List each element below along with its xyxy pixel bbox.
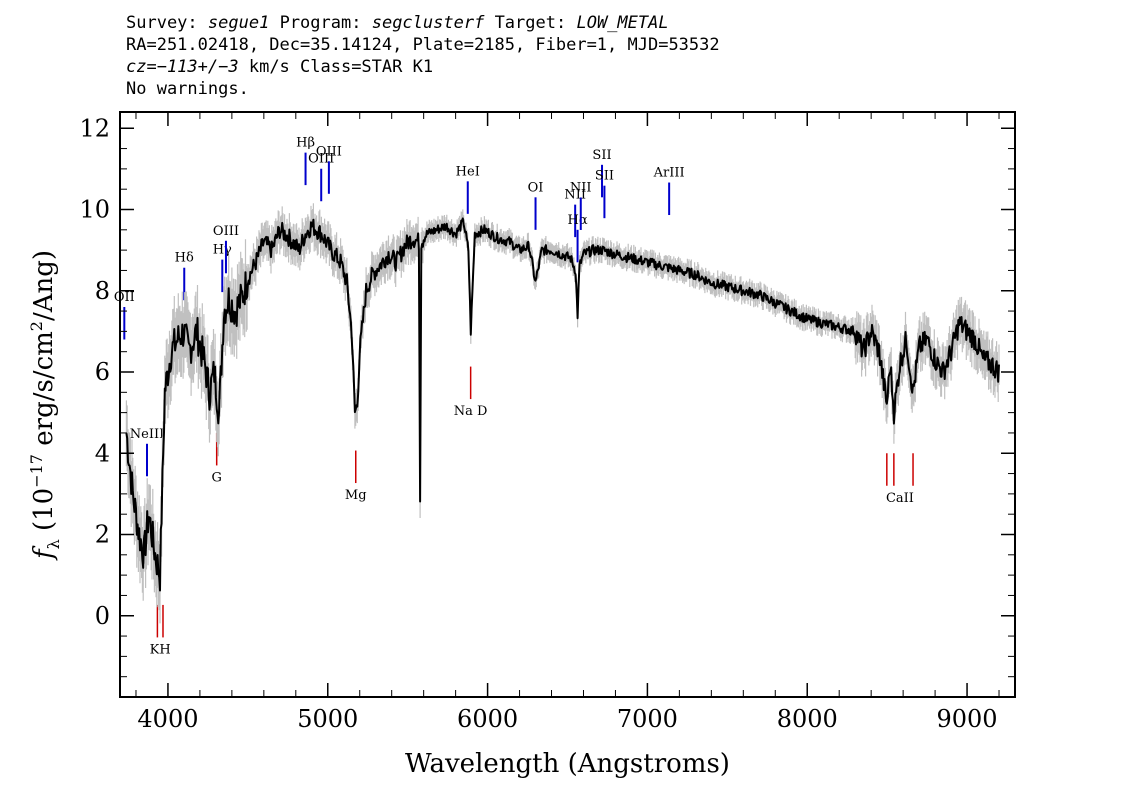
target-value: LOW_METAL [576,13,669,33]
emission-line-label: OI [528,180,544,195]
plot-frame [119,111,1016,698]
emission-line-label: OIII [308,152,334,167]
emission-line-label: ArIII [653,166,685,181]
emission-line-label: OII [114,290,135,305]
y-axis-title-area-exponent: 2 [27,321,46,331]
x-axis-title: Wavelength (Angstroms) [405,749,730,779]
y-axis-title-mid: (10 [29,488,59,540]
emission-line-label: Hδ [175,251,194,266]
y-tick-label: 10 [79,196,110,224]
y-axis-title: fλ (10−17 erg/s/cm2/Ang) [27,250,63,561]
absorption-line-label: Na D [454,404,488,419]
header-line-warnings: No warnings. [126,79,249,99]
x-tick-label: 6000 [457,705,518,733]
emission-line-label: NeIII [130,427,164,442]
absorption-line-label: CaII [886,491,914,506]
y-tick-label: 4 [95,439,110,467]
emission-line-label: Hγ [213,243,232,258]
x-tick-label: 8000 [777,705,838,733]
emission-line-label: HeI [456,164,480,179]
absorption-line-label: Mg [345,488,367,503]
y-tick-label: 2 [95,521,110,549]
emission-line-label: SII [592,148,611,163]
x-tick-label: 5000 [297,705,358,733]
y-tick-label: 0 [95,602,110,630]
redshift-class: km/s Class=STAR K1 [248,57,434,77]
redshift-value: cz=−113+/−3 [126,57,239,77]
emission-line-label: SII [595,169,614,184]
flux-series-line [125,217,1000,592]
survey-key: Survey: [126,13,198,33]
x-tick-label: 9000 [937,705,998,733]
emission-line-label: Hα [568,213,588,228]
survey-value: segue1 [207,13,270,33]
x-tick-label: 4000 [137,705,198,733]
y-tick-label: 12 [79,114,110,142]
y-axis-title-subscript: λ [44,539,63,549]
spectrum-header: Survey: segue1 Program: segclusterf Targ… [126,12,720,100]
header-line-redshift: cz=−113+/−3 km/s Class=STAR K1 [126,56,720,78]
header-line-coordinates: RA=251.02418, Dec=35.14124, Plate=2185, … [126,35,720,55]
emission-line-label: Hβ [296,136,315,151]
y-axis-title-exponent: −17 [27,454,46,488]
flux-error-band [125,203,1000,624]
emission-line-label: OIII [316,144,342,159]
program-key: Program: [279,13,362,33]
absorption-line-label: G [211,470,221,485]
x-tick-label: 7000 [617,705,678,733]
target-key: Target: [494,13,567,33]
emission-line-label: OIII [213,224,239,239]
y-axis-title-units: erg/s/cm [29,331,59,454]
axis-ticks-layer: 4000 5000 6000 7000 8000 9000 0 2 4 6 8 10 12 [79,112,1015,733]
program-value: segclusterf [371,13,485,33]
emission-line-label: NII [570,180,592,195]
y-tick-label: 8 [95,277,110,305]
y-axis-title-suffix: /Ang) [29,250,59,321]
flux-series-layer [125,203,1000,624]
absorption-line-label: KH [150,642,171,657]
y-tick-label: 6 [95,358,110,386]
header-line-survey: Survey: segue1 Program: segclusterf Targ… [126,12,720,34]
